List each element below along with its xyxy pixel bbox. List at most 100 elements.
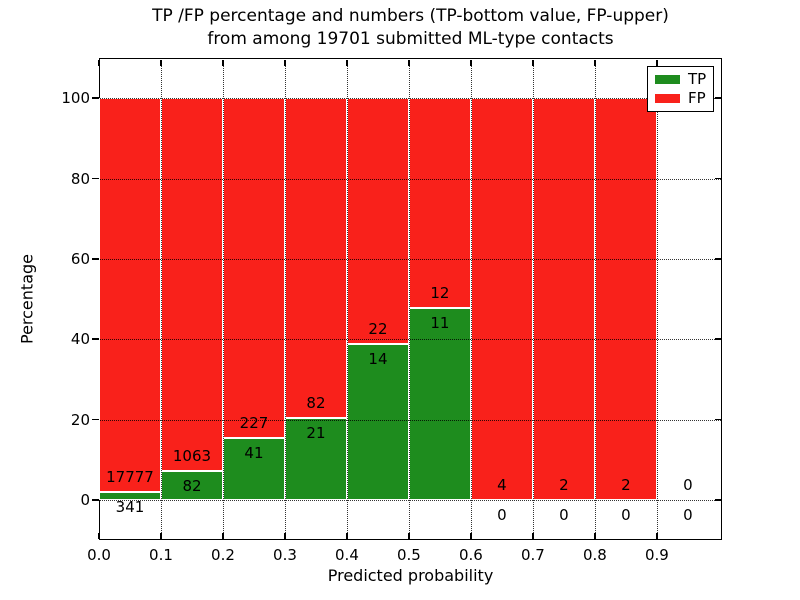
x-tick-mark — [408, 59, 410, 66]
bar-label-fp-count: 22 — [368, 319, 388, 338]
x-tick-label: 0.3 — [273, 546, 297, 564]
v-gridline — [408, 59, 410, 539]
x-tick-mark — [284, 59, 286, 66]
legend-label-tp: TP — [688, 70, 707, 89]
bar-label-tp-count: 21 — [306, 423, 326, 442]
h-gridline — [100, 178, 721, 180]
chart-title: TP /FP percentage and numbers (TP-bottom… — [99, 5, 722, 51]
bar-segment-fp — [594, 98, 657, 500]
y-tick-label: 100 — [61, 89, 90, 108]
x-axis-label: Predicted probability — [327, 566, 494, 585]
legend-swatch-tp-icon — [655, 75, 680, 85]
x-tick-label: 0.7 — [520, 546, 545, 564]
x-tick-label: 0.2 — [211, 546, 235, 564]
x-tick-mark — [284, 532, 286, 539]
y-tick-label: 60 — [70, 249, 90, 268]
x-tick-label: 0.4 — [335, 546, 359, 564]
bar-label-fp-count: 2 — [559, 475, 569, 494]
x-tick-label: 0.6 — [459, 546, 483, 564]
v-gridline — [656, 59, 658, 539]
y-tick-mark — [714, 338, 721, 340]
bar-segment-fp — [532, 98, 595, 500]
x-tick-mark — [408, 532, 410, 539]
x-tick-mark — [160, 532, 162, 539]
bar-label-fp-count: 1063 — [172, 447, 212, 466]
y-tick-mark — [92, 97, 99, 99]
x-tick-mark — [222, 532, 224, 539]
legend: TP FP — [647, 66, 714, 112]
bar-segment-fp — [470, 98, 533, 500]
x-tick-mark — [470, 532, 472, 539]
bar-segment-tp — [222, 438, 285, 500]
legend-item-fp: FP — [655, 88, 706, 107]
bar-segment-tp — [346, 343, 409, 500]
x-tick-label: 0.0 — [87, 546, 111, 564]
bar-label-fp-count: 82 — [306, 393, 326, 412]
v-gridline — [470, 59, 472, 539]
y-tick-mark — [92, 418, 99, 421]
y-tick-mark — [714, 258, 721, 260]
h-gridline — [100, 339, 721, 341]
v-gridline — [284, 59, 286, 539]
x-tick-label: 0.8 — [582, 546, 607, 564]
bar-label-fp-count: 4 — [497, 475, 507, 494]
legend-item-tp: TP — [655, 72, 706, 87]
x-tick-mark — [594, 59, 596, 66]
bar-segment-fp — [222, 98, 285, 439]
x-tick-mark — [98, 532, 100, 539]
h-gridline — [100, 419, 721, 421]
x-tick-mark — [98, 59, 100, 66]
x-tick-mark — [222, 59, 224, 66]
y-tick-mark — [92, 177, 99, 180]
h-gridline — [100, 499, 721, 501]
bar-segment-fp — [408, 98, 471, 308]
v-gridline — [594, 59, 596, 539]
x-tick-label: 0.5 — [397, 546, 421, 564]
y-tick-mark — [714, 97, 721, 99]
x-tick-mark — [656, 532, 658, 539]
x-tick-mark — [532, 59, 534, 66]
y-tick-mark — [92, 258, 99, 260]
v-gridline — [532, 59, 534, 539]
y-tick-label: 40 — [70, 330, 90, 349]
chart-title-line1: TP /FP percentage and numbers (TP-bottom… — [152, 6, 669, 26]
x-tick-mark — [346, 59, 348, 66]
bar-label-tp-count: 0 — [497, 505, 507, 524]
bar-label-fp-count: 0 — [683, 475, 693, 494]
y-tick-label: 0 — [80, 490, 90, 509]
bar-label-tp-count: 82 — [182, 477, 202, 496]
h-gridline — [100, 98, 721, 100]
x-tick-mark — [656, 59, 658, 66]
y-tick-mark — [714, 418, 721, 421]
y-tick-mark — [92, 499, 99, 501]
bar-label-fp-count: 2 — [621, 475, 631, 494]
bar-label-tp-count: 341 — [115, 498, 145, 517]
y-tick-mark — [714, 499, 721, 501]
x-tick-label: 0.9 — [644, 546, 669, 564]
v-gridline — [160, 59, 162, 539]
x-tick-mark — [346, 532, 348, 539]
h-gridline — [100, 258, 721, 260]
legend-label-fp: FP — [688, 88, 706, 107]
legend-swatch-fp-icon — [655, 93, 680, 103]
bar-segment-fp — [99, 98, 161, 493]
y-tick-mark — [92, 338, 99, 340]
y-tick-label: 20 — [70, 410, 90, 429]
bar-label-fp-count: 17777 — [106, 468, 154, 487]
x-tick-label: 0.1 — [149, 546, 173, 564]
bar-label-tp-count: 11 — [430, 313, 450, 332]
bar-segment-tp — [99, 492, 161, 500]
bar-label-tp-count: 0 — [559, 505, 569, 524]
bar-label-tp-count: 41 — [244, 444, 264, 463]
bar-segment-tp — [284, 417, 347, 500]
x-tick-mark — [470, 59, 472, 66]
bar-label-tp-count: 0 — [683, 505, 693, 524]
chart-title-line2: from among 19701 submitted ML-type conta… — [207, 29, 614, 49]
y-tick-mark — [714, 177, 721, 180]
v-gridline — [222, 59, 224, 539]
bar-label-tp-count: 0 — [621, 505, 631, 524]
bar-segment-tp — [408, 307, 471, 500]
x-tick-mark — [594, 532, 596, 539]
x-tick-mark — [532, 532, 534, 539]
